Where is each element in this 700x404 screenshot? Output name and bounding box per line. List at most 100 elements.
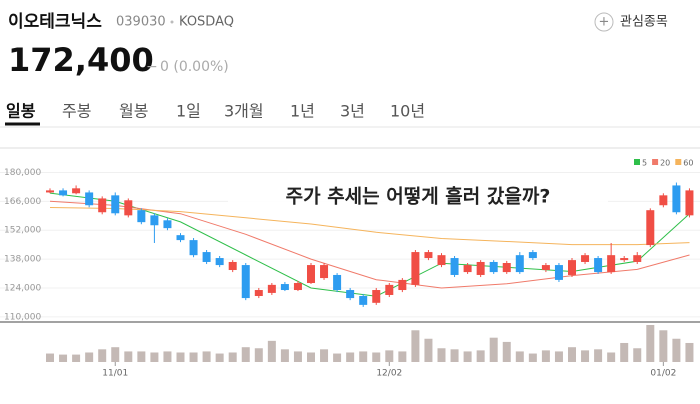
candle-body [685, 190, 694, 216]
volume-bar [502, 341, 511, 362]
volume-bar [489, 337, 498, 362]
candle-body [646, 210, 655, 246]
watch-plus: + [599, 15, 610, 30]
candle-body [215, 258, 224, 266]
stock-code: 039030 [116, 15, 166, 30]
volume-bar [124, 351, 133, 362]
volume-bar [98, 349, 107, 362]
candle-body [450, 258, 459, 275]
volume-bar [346, 352, 355, 362]
candle-body [476, 261, 485, 275]
candle-body [59, 190, 68, 196]
volume-bar [594, 349, 603, 362]
volume-bar [137, 351, 146, 362]
legend-swatch [675, 159, 682, 165]
watch-button[interactable]: 관심종목 [620, 15, 668, 30]
x-tick-label: 01/02 [650, 369, 676, 379]
candle-body [241, 265, 250, 299]
tab[interactable]: 일봉 [6, 102, 36, 121]
volume-bar [607, 352, 616, 362]
volume-bar [554, 351, 563, 362]
volume-bar [215, 353, 224, 362]
candle-body [359, 296, 368, 305]
candle-body [607, 255, 616, 273]
separator [170, 20, 174, 24]
candle-body [137, 210, 146, 223]
candle-body [202, 252, 211, 262]
volume-bar [659, 330, 668, 362]
candle-body [254, 290, 263, 297]
candle-body [85, 192, 94, 206]
volume-bar [568, 347, 576, 362]
volume-bar [646, 325, 655, 362]
volume-bar [307, 352, 315, 362]
candle-body [150, 215, 159, 226]
volume-bar [150, 352, 159, 362]
volume-bar [620, 342, 629, 362]
candle-body [307, 265, 315, 284]
tab[interactable]: 3개월 [224, 102, 264, 121]
volume-bar [293, 351, 302, 362]
moving-average-line [49, 207, 690, 246]
y-tick-label: 124,000 [4, 283, 41, 293]
volume-bar [59, 354, 68, 362]
volume-bar [333, 353, 342, 362]
candle-body [280, 284, 289, 291]
volume-bar [228, 352, 237, 362]
x-tick-label: 12/02 [376, 369, 402, 379]
volume-bar [241, 347, 250, 362]
volume-bar [541, 350, 550, 362]
volume-bar [398, 351, 407, 362]
candle-body [111, 195, 120, 214]
candle-body [437, 255, 446, 266]
volume-bar [528, 353, 537, 362]
candle-body [46, 190, 54, 193]
y-tick-label: 110,000 [4, 312, 41, 322]
volume-bar [189, 352, 198, 362]
volume-bar [424, 338, 433, 362]
candle-body [620, 258, 629, 261]
volume-bar [254, 348, 263, 362]
candle-body [72, 188, 81, 194]
volume-bar [515, 351, 524, 362]
volume-bar [437, 348, 446, 362]
tab[interactable]: 10년 [390, 102, 425, 121]
volume-bar [85, 352, 94, 362]
candle-body [176, 235, 185, 241]
candle-body [98, 198, 107, 213]
candle-body [581, 255, 590, 262]
change: 0 (0.00%) [160, 59, 229, 75]
candle-body [672, 185, 681, 213]
tab[interactable]: 월봉 [119, 102, 148, 121]
volume-bar [46, 353, 54, 362]
candle-body [320, 265, 329, 279]
candle-body [594, 258, 603, 273]
tab[interactable]: 1일 [176, 102, 201, 121]
change-sign: − [146, 59, 158, 75]
tab[interactable]: 3년 [340, 102, 365, 121]
volume-bar [359, 351, 368, 362]
volume-bar [72, 354, 81, 362]
volume-bar [280, 349, 289, 362]
volume-bar [450, 349, 459, 362]
tab[interactable]: 1년 [290, 102, 315, 121]
volume-bar [320, 349, 329, 362]
volume-bar [463, 351, 472, 362]
watch-icon[interactable] [594, 12, 614, 32]
y-tick-label: 180,000 [4, 168, 41, 178]
candle-body [163, 220, 172, 229]
legend-label: 5 [642, 159, 647, 168]
price: 172,400 [8, 41, 154, 79]
candle-body [228, 261, 237, 271]
x-tick-label: 11/01 [102, 369, 128, 379]
candle-body [633, 255, 642, 262]
legend-swatch [652, 159, 659, 165]
legend-swatch [634, 159, 640, 165]
legend-label: 20 [660, 159, 670, 168]
y-tick-label: 138,000 [4, 255, 41, 265]
candle-body [385, 284, 394, 295]
volume-bar [176, 352, 185, 362]
volume-bar [385, 350, 394, 362]
tab[interactable]: 주봉 [62, 102, 91, 121]
volume-bar [267, 340, 276, 362]
